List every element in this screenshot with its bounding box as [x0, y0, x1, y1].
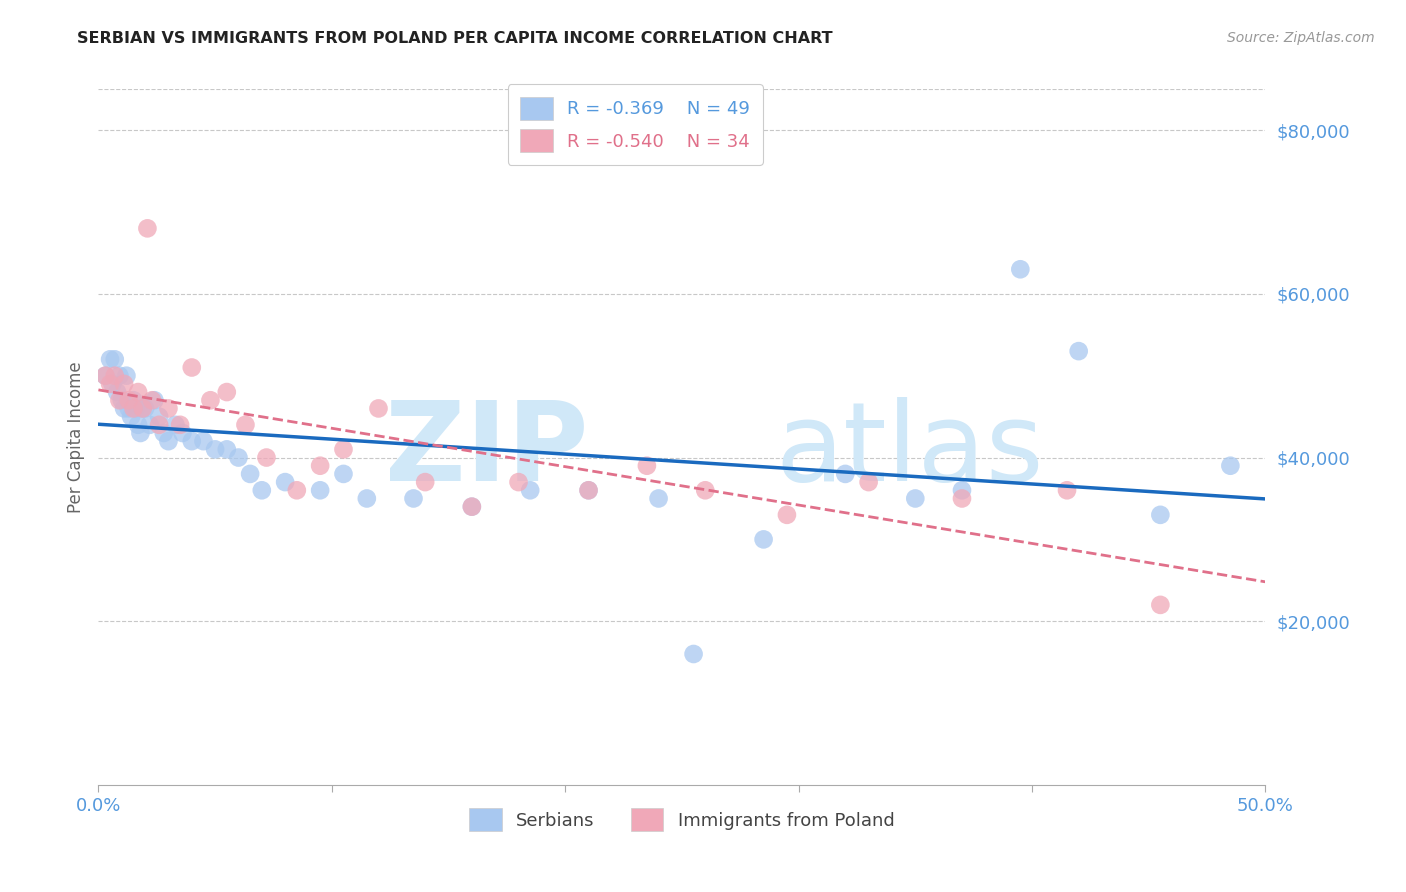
Legend: Serbians, Immigrants from Poland: Serbians, Immigrants from Poland: [463, 801, 901, 838]
Point: [94, 368, 117, 383]
Point: [950, 483, 973, 498]
Point: [157, 434, 180, 449]
Point: [461, 500, 484, 514]
Point: [309, 458, 332, 473]
Point: [356, 491, 378, 506]
Point: [1056, 483, 1078, 498]
Point: [695, 483, 717, 498]
Point: [148, 417, 170, 432]
Point: [950, 491, 973, 506]
Point: [132, 401, 155, 416]
Text: atlas: atlas: [775, 398, 1043, 505]
Point: [682, 647, 704, 661]
Point: [129, 425, 152, 440]
Point: [228, 450, 250, 465]
Point: [157, 401, 180, 416]
Point: [274, 475, 297, 489]
Point: [776, 508, 799, 522]
Point: [402, 491, 425, 506]
Point: [332, 442, 354, 457]
Point: [127, 417, 149, 432]
Point: [98, 376, 121, 391]
Point: [180, 360, 202, 375]
Point: [118, 393, 141, 408]
Text: SERBIAN VS IMMIGRANTS FROM POLAND PER CAPITA INCOME CORRELATION CHART: SERBIAN VS IMMIGRANTS FROM POLAND PER CA…: [77, 31, 832, 46]
Point: [578, 483, 600, 498]
Point: [122, 393, 145, 408]
Point: [134, 401, 156, 416]
Point: [309, 483, 332, 498]
Point: [256, 450, 278, 465]
Point: [132, 401, 155, 416]
Point: [125, 401, 148, 416]
Point: [94, 368, 117, 383]
Point: [1149, 598, 1171, 612]
Point: [461, 500, 484, 514]
Point: [143, 393, 166, 408]
Point: [250, 483, 273, 498]
Point: [165, 417, 187, 432]
Point: [578, 483, 600, 498]
Point: [1219, 458, 1241, 473]
Point: [367, 401, 389, 416]
Point: [215, 442, 238, 457]
Point: [112, 376, 135, 391]
Point: [122, 401, 145, 416]
Point: [101, 376, 124, 391]
Point: [118, 401, 141, 416]
Point: [148, 409, 170, 424]
Point: [104, 368, 127, 383]
Point: [1067, 344, 1090, 359]
Point: [508, 475, 530, 489]
Text: Source: ZipAtlas.com: Source: ZipAtlas.com: [1227, 31, 1375, 45]
Text: ZIP: ZIP: [385, 398, 589, 505]
Point: [858, 475, 880, 489]
Point: [105, 385, 128, 400]
Point: [904, 491, 927, 506]
Point: [120, 409, 142, 424]
Point: [752, 533, 775, 547]
Point: [1010, 262, 1032, 277]
Point: [141, 393, 163, 408]
Point: [193, 434, 215, 449]
Point: [152, 425, 174, 440]
Point: [136, 221, 159, 235]
Point: [180, 434, 202, 449]
Y-axis label: Per Capita Income: Per Capita Income: [66, 361, 84, 513]
Point: [200, 393, 222, 408]
Point: [834, 467, 856, 481]
Point: [235, 417, 257, 432]
Point: [111, 393, 134, 408]
Point: [519, 483, 541, 498]
Point: [239, 467, 262, 481]
Point: [647, 491, 669, 506]
Point: [115, 368, 138, 383]
Point: [127, 385, 149, 400]
Point: [172, 425, 194, 440]
Point: [108, 368, 131, 383]
Point: [636, 458, 658, 473]
Point: [285, 483, 308, 498]
Point: [215, 385, 238, 400]
Point: [413, 475, 436, 489]
Point: [112, 401, 135, 416]
Point: [204, 442, 226, 457]
Point: [104, 352, 127, 367]
Point: [108, 393, 131, 408]
Point: [1149, 508, 1171, 522]
Point: [169, 417, 191, 432]
Point: [98, 352, 121, 367]
Point: [332, 467, 354, 481]
Point: [139, 417, 162, 432]
